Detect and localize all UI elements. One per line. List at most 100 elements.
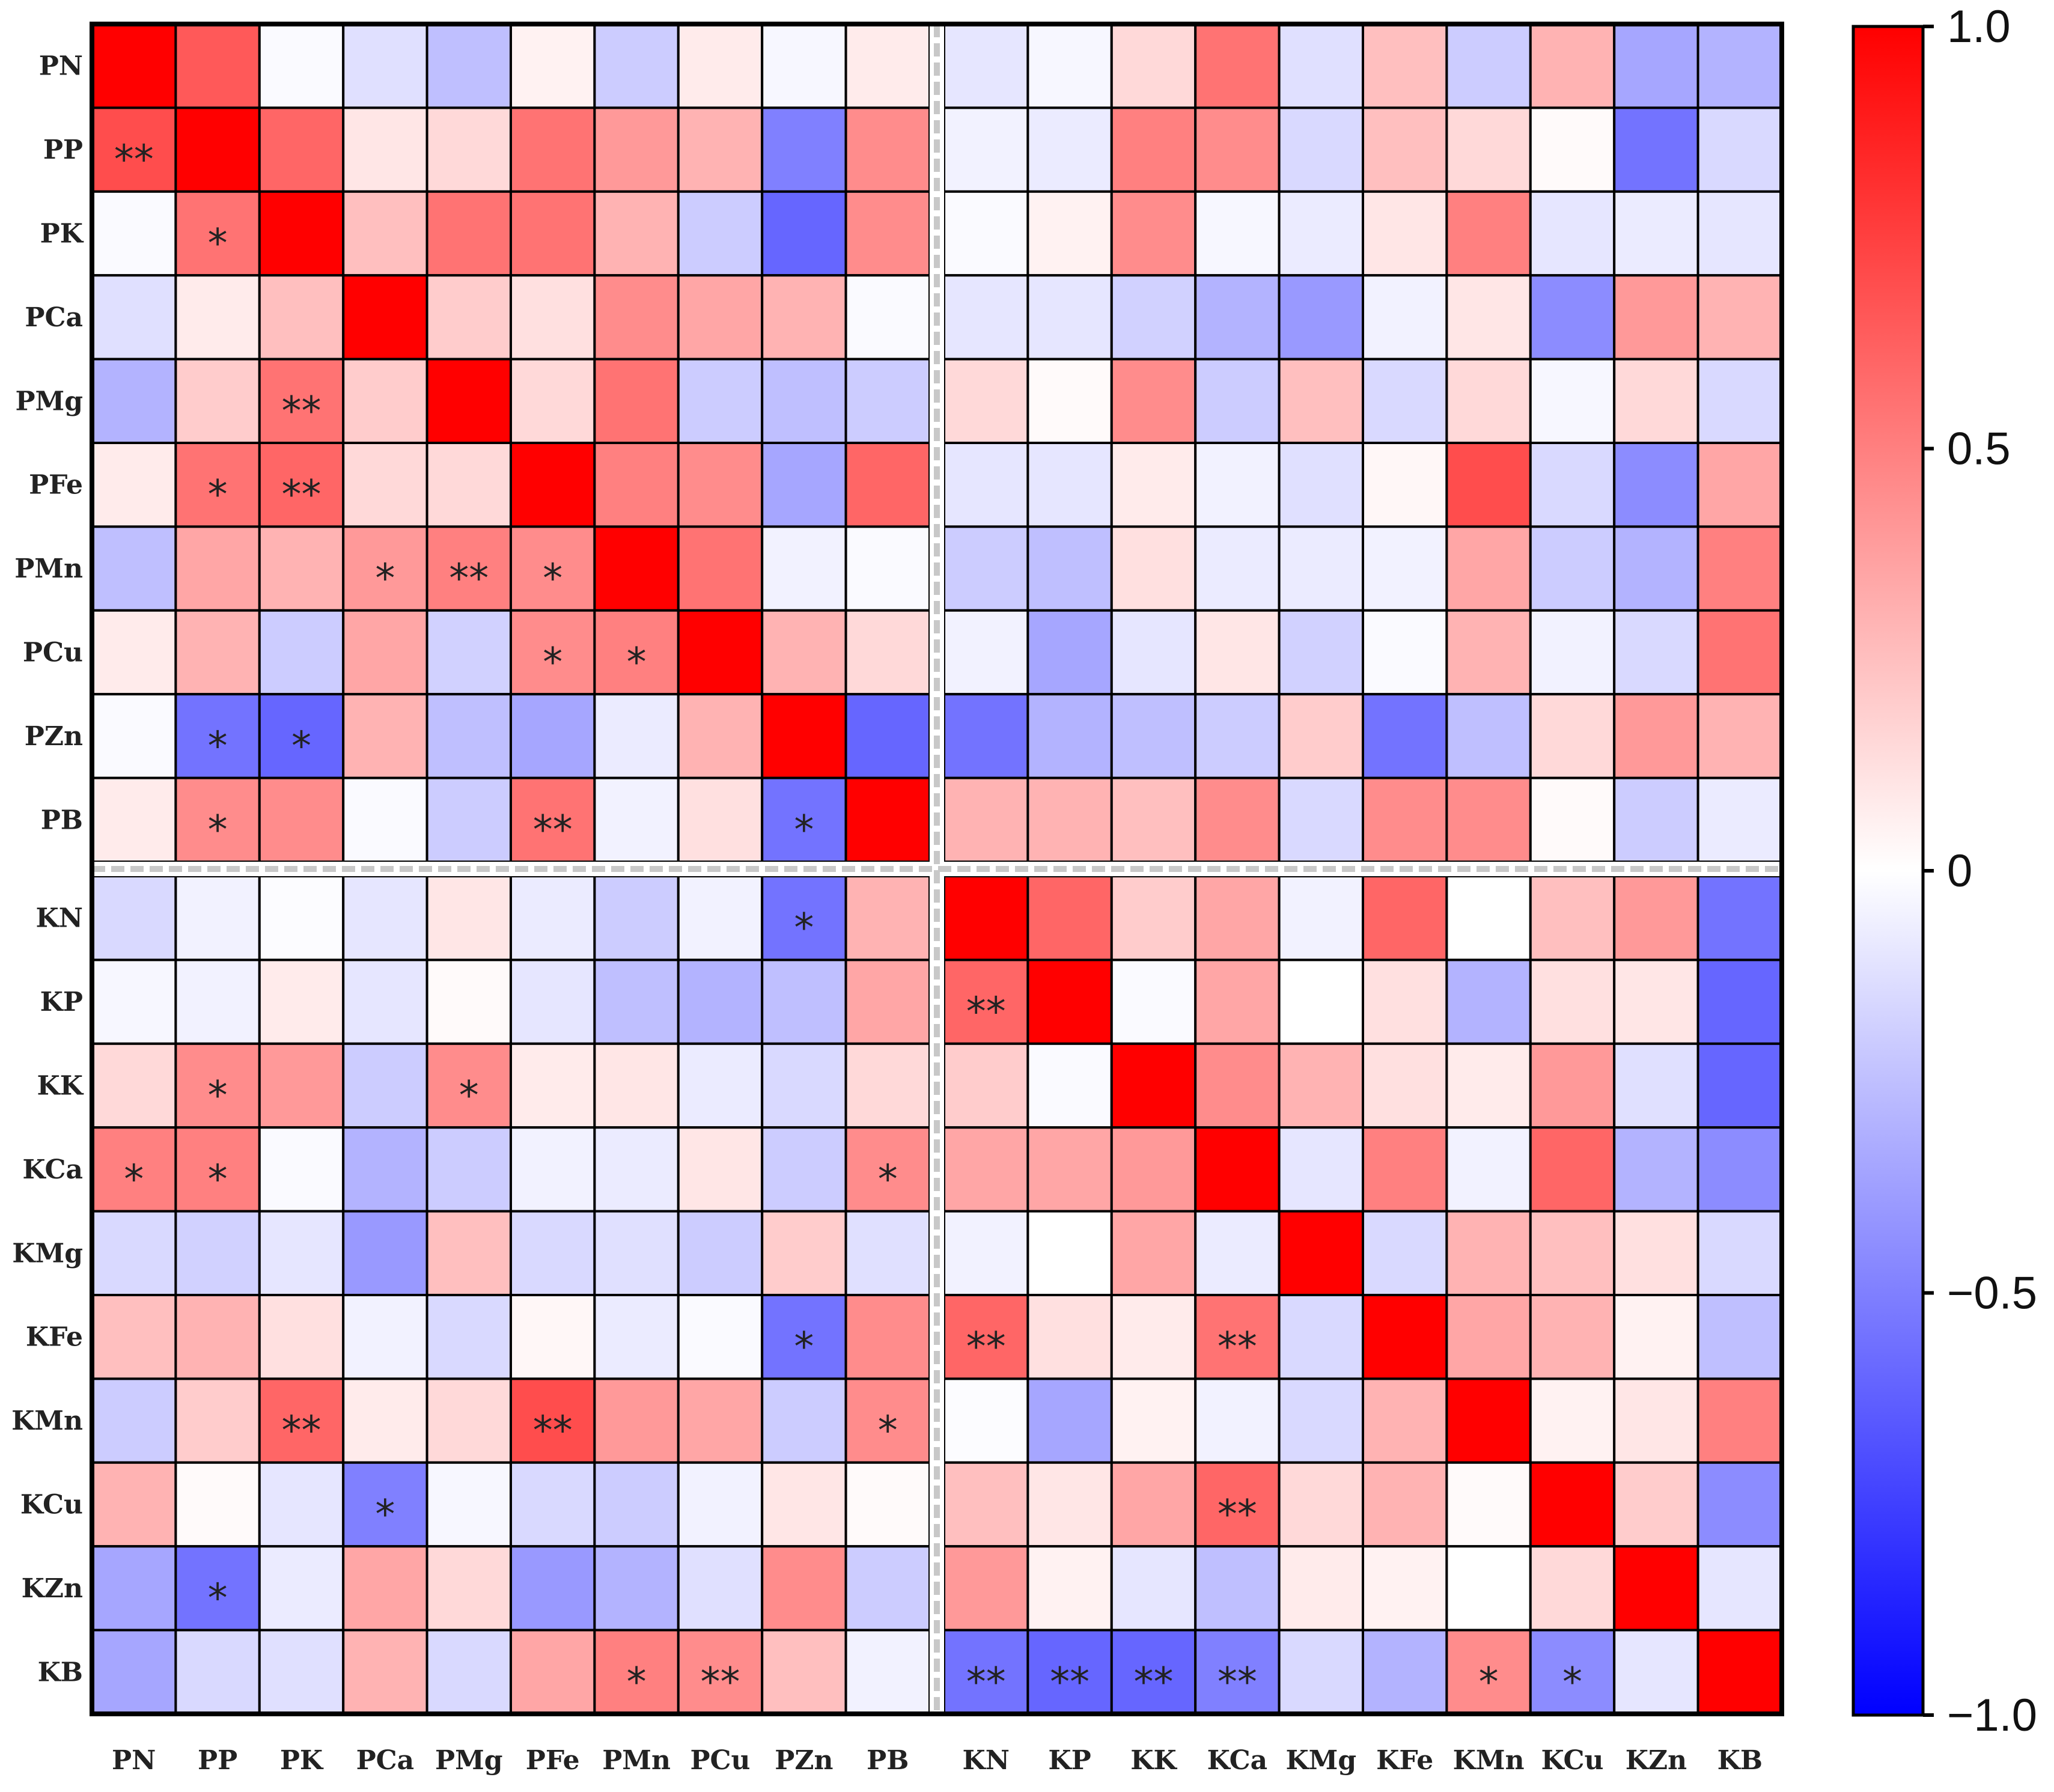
cell-PFe-KMn [1445, 442, 1532, 528]
cell-KP-KCa [1194, 958, 1281, 1045]
cell-KCa-KMg [1278, 1126, 1365, 1213]
cell-PCa-PFe [510, 274, 596, 361]
cell-PZn-PN [91, 693, 177, 779]
cell-KMn-KMn [1445, 1377, 1532, 1464]
cell-PZn-PMn [593, 693, 680, 779]
cell-PCu-KP [1026, 609, 1113, 696]
cell-PMn-KP [1026, 525, 1113, 612]
cell-PMg-PCu [677, 358, 764, 444]
cell-KP-KMn [1445, 958, 1532, 1045]
cell-KMg-PMg [425, 1210, 512, 1296]
cell-PN-KFe [1362, 23, 1448, 109]
cell-KFe-PMn [593, 1294, 680, 1380]
significance-mark: * [878, 1156, 898, 1202]
col-label-PP: PP [198, 1745, 237, 1776]
col-label-KMg: KMg [1285, 1745, 1356, 1776]
cell-KN-PCu [677, 875, 764, 962]
colorbar-gradient [1851, 25, 1925, 1717]
cell-PP-PP [174, 106, 261, 193]
col-label-PZn: PZn [775, 1745, 833, 1776]
row-label-KFe: KFe [26, 1322, 83, 1353]
cell-KCa-KCa [1194, 1126, 1281, 1213]
cell-PCa-PMg [425, 274, 512, 361]
row-label-KCa: KCa [22, 1154, 83, 1185]
cell-KMn-KFe [1362, 1377, 1448, 1464]
cell-PFe-PFe [510, 442, 596, 528]
col-label-PCa: PCa [356, 1745, 415, 1776]
cell-KB-KB [1696, 1629, 1784, 1716]
cell-PMn-PN [91, 525, 177, 612]
cell-PP-KP [1026, 106, 1113, 193]
cell-KN-KN [943, 875, 1029, 962]
cell-PCu-KCu [1529, 609, 1616, 696]
cell-KMg-PB [844, 1210, 931, 1296]
cell-KMn-PZn [761, 1377, 847, 1464]
cell-KCu-PMg [425, 1461, 512, 1548]
col-label-PMn: PMn [602, 1745, 671, 1776]
cell-KCa-KMn [1445, 1126, 1532, 1213]
cell-KMg-PFe [510, 1210, 596, 1296]
cell-KN-PMg [425, 875, 512, 962]
cell-KMn-KK [1110, 1377, 1197, 1464]
cell-PB-PMn [593, 776, 680, 863]
cell-PN-KCa [1194, 23, 1281, 109]
cell-PMg-PZn [761, 358, 847, 444]
significance-mark: * [1479, 1659, 1499, 1705]
cell-PB-KCa [1194, 776, 1281, 863]
cell-PCu-KN [943, 609, 1029, 696]
cell-PCu-PB [844, 609, 931, 696]
cell-KCa-KK [1110, 1126, 1197, 1213]
cell-PK-PCa [342, 190, 428, 277]
cell-KMg-PCu [677, 1210, 764, 1296]
cell-PN-PK [258, 23, 345, 109]
cell-KZn-KK [1110, 1545, 1197, 1632]
cell-KN-KCa [1194, 875, 1281, 962]
cell-PK-PMg [425, 190, 512, 277]
cell-KCu-PP [174, 1461, 261, 1548]
cell-PP-PCu [677, 106, 764, 193]
cell-KCu-PZn [761, 1461, 847, 1548]
cell-PCu-PP [174, 609, 261, 696]
cell-PB-PFe [510, 776, 596, 863]
cell-PK-KN [943, 190, 1029, 277]
cell-KFe-KCu [1529, 1294, 1616, 1380]
cell-PMg-KCu [1529, 358, 1616, 444]
cell-KK-KK [1110, 1042, 1197, 1129]
significance-mark: * [1562, 1659, 1582, 1705]
cell-PK-KK [1110, 190, 1197, 277]
cell-PK-PFe [510, 190, 596, 277]
cell-KMn-PCu [677, 1377, 764, 1464]
cell-KCa-PCu [677, 1126, 764, 1213]
cell-KB-PMg [425, 1629, 512, 1716]
cell-PZn-KFe [1362, 693, 1448, 779]
cell-PK-KCa [1194, 190, 1281, 277]
cell-PN-PCa [342, 23, 428, 109]
cell-PZn-PZn [761, 693, 847, 779]
col-label-KCa: KCa [1207, 1745, 1268, 1776]
cell-PCa-KK [1110, 274, 1197, 361]
cell-KB-PCu [677, 1629, 764, 1716]
cell-KMn-PN [91, 1377, 177, 1464]
row-label-KMg: KMg [12, 1238, 83, 1269]
cell-KP-KMg [1278, 958, 1365, 1045]
cell-PB-KZn [1613, 776, 1699, 863]
cell-KFe-KFe [1362, 1294, 1448, 1380]
cell-KCu-PFe [510, 1461, 596, 1548]
cell-PCu-KMg [1278, 609, 1365, 696]
cell-PB-PMg [425, 776, 512, 863]
row-label-KZn: KZn [22, 1573, 83, 1604]
significance-mark: ** [282, 1407, 322, 1454]
cell-KFe-KP [1026, 1294, 1113, 1380]
cell-KMg-KFe [1362, 1210, 1448, 1296]
cell-PK-KB [1696, 190, 1784, 277]
cell-PMg-KZn [1613, 358, 1699, 444]
cell-KMn-KN [943, 1377, 1029, 1464]
cell-PK-PN [91, 190, 177, 277]
cell-PB-KP [1026, 776, 1113, 863]
cell-PB-KN [943, 776, 1029, 863]
cell-PP-PK [258, 106, 345, 193]
cell-PFe-KCa [1194, 442, 1281, 528]
cell-PFe-PCu [677, 442, 764, 528]
significance-mark: ** [1217, 1492, 1257, 1538]
cell-PFe-PMg [425, 442, 512, 528]
